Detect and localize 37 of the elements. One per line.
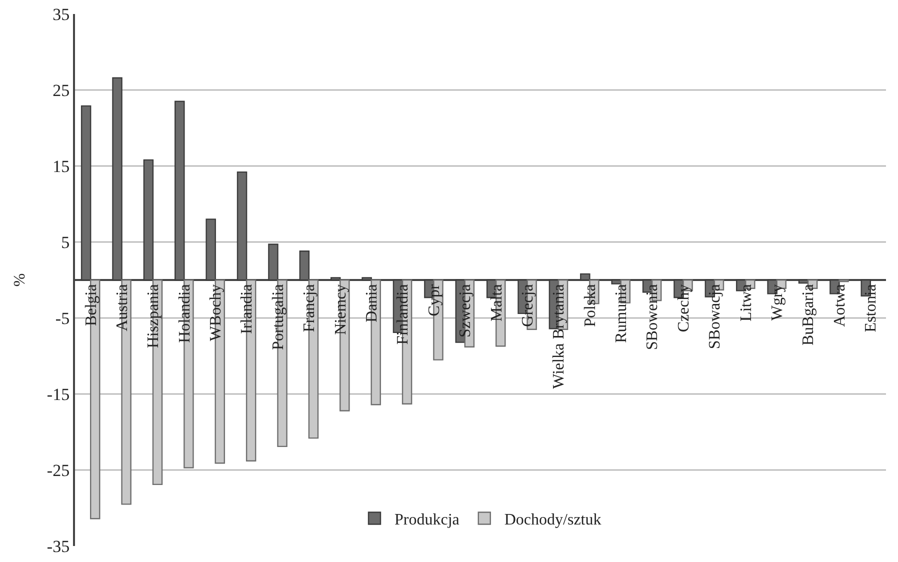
y-tick-label: 35	[52, 4, 70, 24]
x-tick-label: Malta	[488, 284, 506, 322]
x-tick-label: Cypr	[426, 284, 443, 316]
x-tick-label: BuBgaria	[800, 284, 818, 346]
legend-label: Dochody/sztuk	[504, 512, 602, 528]
y-tick-label: -35	[46, 536, 70, 556]
x-tick-label: Finlandia	[394, 284, 412, 345]
x-tick-label: Wgry	[769, 284, 786, 321]
x-tick-label: Rumunia	[613, 284, 630, 343]
y-tick-label: 15	[52, 156, 70, 176]
legend-label: Produkcja	[394, 512, 460, 528]
x-tick-label: Polska	[582, 284, 599, 327]
x-tick-label: Niemcy	[332, 284, 350, 335]
y-tick-label: 5	[61, 232, 70, 252]
x-tick-label: Hiszpania	[145, 284, 162, 348]
x-tick-label: Czechy	[675, 284, 692, 332]
x-tick-label: Aotwa	[831, 284, 848, 327]
x-tick-label: Portugalia	[270, 284, 287, 350]
x-tick-label: Estonia	[862, 284, 880, 332]
y-tick-label: -5	[55, 308, 70, 328]
x-tick-label: Litwa	[738, 284, 755, 322]
x-tick-label: Wielka Brytania	[550, 284, 568, 389]
x-tick-label: Holandia	[176, 284, 194, 343]
x-tick-label: Grecja	[519, 284, 536, 327]
x-tick-label: Austria	[114, 284, 131, 332]
x-tick-label: SBowacja	[706, 284, 724, 350]
x-tick-label: WBochy	[208, 284, 225, 342]
y-axis-title: %	[11, 273, 28, 287]
x-tick-label: Szwecja	[457, 284, 474, 338]
x-tick-label: SBowenia	[644, 284, 662, 350]
y-tick-label: -25	[46, 460, 70, 480]
x-tick-label: Dania	[364, 284, 381, 322]
y-tick-label: -15	[46, 384, 70, 404]
x-tick-label: Belgia	[82, 284, 100, 326]
x-tick-label: Francja	[301, 284, 318, 332]
y-tick-label: 25	[52, 80, 70, 100]
x-tick-label: Irlandia	[238, 284, 256, 334]
